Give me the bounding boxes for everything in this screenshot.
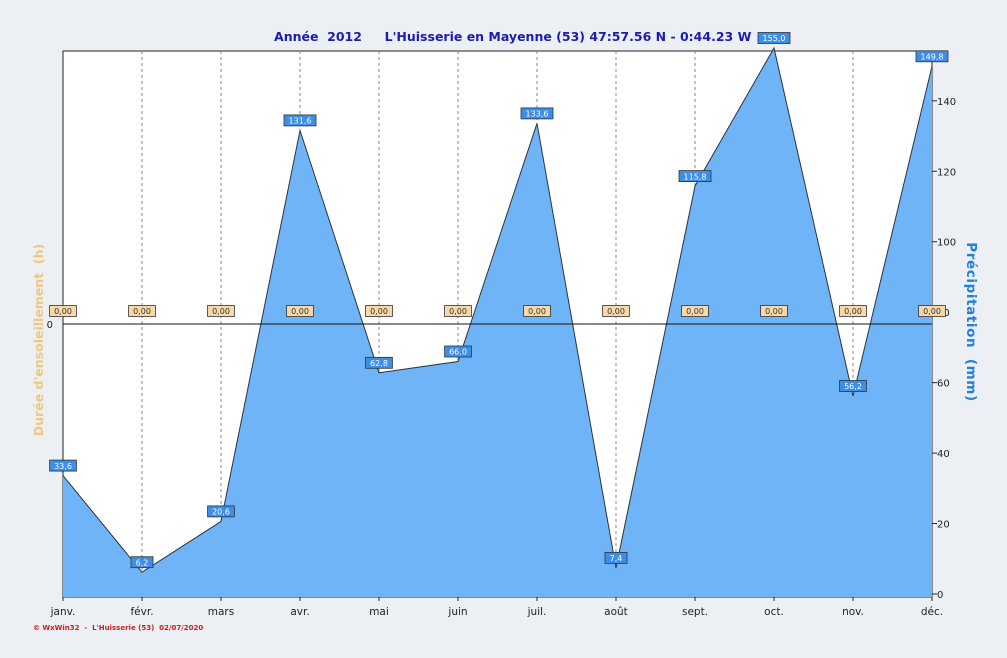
precipitation-data-label: 7,4 [604, 552, 628, 564]
axis-ticks: janv. févr. mars avr. mai juin juil. août sept. o… [50, 97, 956, 618]
x-tick-label: janv. [50, 606, 76, 618]
precipitation-data-label: 62,8 [365, 356, 393, 369]
sunshine-data-label: 0,00 [523, 305, 551, 317]
svg-text:0,00: 0,00 [54, 307, 72, 316]
x-tick-label: déc. [921, 606, 943, 618]
precipitation-data-label: 131,6 [283, 114, 317, 127]
precipitation-data-label: 155,0 [757, 32, 791, 44]
svg-text:131,6: 131,6 [289, 117, 312, 126]
svg-text:0,00: 0,00 [291, 307, 309, 316]
x-tick-label: sept. [682, 606, 708, 618]
precipitation-data-label: 115,8 [678, 170, 712, 183]
x-tick-label: févr. [130, 606, 153, 618]
svg-text:7,4: 7,4 [610, 554, 623, 563]
svg-text:0,00: 0,00 [370, 307, 388, 316]
svg-text:0,00: 0,00 [133, 307, 151, 316]
x-tick-label: avr. [290, 606, 309, 618]
precipitation-area-fill [63, 48, 932, 597]
svg-text:6,2: 6,2 [136, 558, 149, 567]
svg-text:62,8: 62,8 [370, 359, 388, 368]
y-tick-label: 0 [937, 590, 943, 601]
precipitation-area [62, 46, 933, 597]
sunshine-data-label: 0,00 [760, 305, 788, 317]
sunshine-data-label: 0,00 [918, 305, 946, 317]
svg-text:0,00: 0,00 [686, 307, 704, 316]
svg-text:20,6: 20,6 [212, 508, 230, 517]
precipitation-data-label: 20,6 [207, 505, 235, 518]
footer-credit: © WxWin32 - L'Huisserie (53) 02/07/2020 [33, 624, 203, 632]
left-zero-tick-label: 0 [47, 320, 53, 331]
sunshine-data-label: 0,00 [681, 305, 709, 317]
sunshine-data-label: 0,00 [49, 305, 77, 317]
y-tick-label: 140 [937, 97, 956, 108]
x-tick-label: nov. [842, 606, 864, 618]
x-tick-label: août [604, 606, 628, 618]
svg-text:0,00: 0,00 [528, 307, 546, 316]
precipitation-data-label: 6,2 [130, 556, 154, 569]
y-tick-label: 120 [937, 167, 956, 178]
svg-text:0,00: 0,00 [449, 307, 467, 316]
precipitation-data-label: 56,2 [839, 380, 867, 392]
y-tick-label: 60 [937, 379, 950, 390]
x-tick-label: juil. [527, 606, 547, 618]
sunshine-data-label: 0,00 [207, 305, 235, 317]
svg-text:0,00: 0,00 [607, 307, 625, 316]
sunshine-data-label: 0,00 [444, 305, 472, 317]
data-labels: 33,6 6,2 20,6 131,6 62,8 66,0 133,6 7,4 115,8 155… [49, 32, 949, 569]
x-tick-label: mai [369, 606, 389, 618]
x-tick-label: juin [447, 606, 467, 618]
svg-text:66,0: 66,0 [449, 348, 467, 357]
right-axis-title: Précipitation (mm) [963, 242, 979, 401]
svg-text:149,8: 149,8 [921, 53, 944, 62]
precipitation-data-label: 66,0 [444, 345, 472, 358]
svg-text:115,8: 115,8 [684, 172, 707, 181]
precipitation-data-label: 33,6 [49, 459, 77, 472]
left-axis-title: Durée d'ensoleillement (h) [31, 244, 46, 436]
x-tick-label: oct. [764, 606, 784, 618]
location-title: L'Huisserie en Mayenne (53) 47:57.56 N -… [385, 29, 752, 44]
svg-text:33,6: 33,6 [54, 462, 72, 471]
year-title: Année 2012 [274, 29, 362, 44]
svg-text:0,00: 0,00 [765, 307, 783, 316]
svg-text:0,00: 0,00 [844, 307, 862, 316]
y-tick-label: 20 [937, 520, 950, 531]
y-tick-label: 100 [937, 238, 956, 249]
precipitation-data-label: 149,8 [915, 50, 949, 63]
sunshine-data-label: 0,00 [286, 305, 314, 317]
svg-text:155,0: 155,0 [763, 34, 786, 43]
x-tick-label: mars [208, 606, 234, 618]
y-tick-label: 40 [937, 449, 950, 460]
svg-text:0,00: 0,00 [923, 307, 941, 316]
precipitation-line [62, 46, 933, 573]
svg-text:133,6: 133,6 [526, 110, 549, 119]
svg-text:0,00: 0,00 [212, 307, 230, 316]
sunshine-data-label: 0,00 [365, 305, 393, 317]
sunshine-data-label: 0,00 [128, 305, 156, 317]
sunshine-data-label: 0,00 [839, 305, 867, 317]
svg-text:56,2: 56,2 [844, 382, 862, 391]
precipitation-data-label: 133,6 [520, 107, 554, 120]
sunshine-data-label: 0,00 [602, 305, 630, 317]
